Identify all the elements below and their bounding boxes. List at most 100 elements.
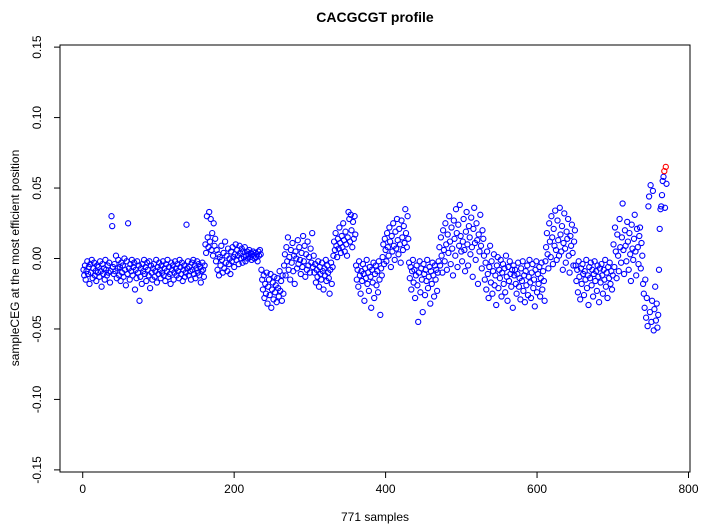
data-point [301, 242, 308, 249]
data-point [82, 276, 89, 283]
data-point [371, 294, 378, 302]
data-point [541, 297, 548, 304]
data-point [421, 291, 429, 299]
data-point [133, 275, 140, 282]
data-point [587, 259, 594, 266]
data-point [608, 286, 616, 293]
data-point [658, 203, 665, 210]
data-point [583, 256, 590, 264]
data-point [231, 263, 238, 271]
data-point [190, 256, 197, 264]
data-point [446, 213, 453, 220]
data-point [530, 276, 538, 283]
data-point [568, 221, 576, 228]
data-point [198, 268, 205, 275]
data-point [535, 280, 542, 288]
data-point [502, 252, 510, 259]
data-point [279, 272, 286, 279]
data-point [633, 272, 640, 279]
x-axis-label: 771 samples [340, 510, 410, 524]
x-tick-label: 600 [527, 482, 547, 496]
data-point [405, 235, 412, 242]
data-point [570, 262, 577, 269]
data-point [550, 225, 557, 233]
data-point [207, 215, 214, 223]
data-point [645, 193, 653, 200]
data-point [209, 229, 216, 237]
data-point [627, 277, 635, 285]
data-point [647, 182, 654, 189]
data-point [517, 296, 524, 303]
data-point [395, 251, 402, 258]
data-point [436, 262, 444, 269]
data-point [562, 259, 569, 266]
data-point [533, 289, 541, 296]
data-point [386, 238, 394, 245]
data-point [408, 286, 415, 293]
data-point [424, 256, 431, 264]
data-point [577, 296, 584, 303]
data-point [625, 266, 632, 273]
data-point [363, 256, 370, 264]
data-point [296, 244, 303, 251]
data-point [292, 248, 299, 255]
data-point [624, 238, 632, 245]
data-point [440, 246, 448, 254]
data-point [460, 215, 467, 223]
data-point [569, 249, 576, 257]
data-point [658, 191, 666, 199]
data-point [328, 280, 335, 288]
data-point [489, 290, 496, 297]
data-point [620, 270, 628, 278]
x-tick-label: 0 [79, 482, 86, 496]
data-point [630, 256, 637, 264]
data-point [464, 262, 472, 269]
data-point [533, 258, 540, 265]
data-point [258, 266, 265, 273]
data-point [447, 260, 454, 268]
data-point [397, 259, 404, 266]
data-point [546, 220, 553, 227]
data-point [415, 318, 422, 326]
data-point [524, 262, 531, 269]
data-point [493, 301, 500, 309]
data-point [413, 262, 420, 269]
data-point [259, 286, 267, 293]
data-point [232, 241, 239, 248]
data-point [427, 300, 434, 307]
data-point [636, 224, 644, 231]
data-point [530, 284, 537, 292]
data-point [517, 265, 525, 272]
data-point [322, 256, 329, 264]
data-point [548, 213, 555, 220]
data-point [406, 275, 413, 282]
data-point [364, 280, 371, 288]
data-point [200, 273, 208, 280]
data-point [470, 225, 477, 233]
data-point [485, 294, 492, 302]
data-point [162, 277, 169, 285]
data-point [618, 234, 626, 241]
data-point [264, 300, 271, 307]
data-point [614, 231, 621, 238]
data-point [167, 280, 174, 288]
data-point [462, 228, 470, 235]
data-point [210, 220, 217, 227]
data-point [268, 304, 275, 311]
data-point [304, 238, 311, 245]
data-point [98, 283, 105, 290]
data-point [558, 222, 566, 230]
data-point [419, 308, 426, 316]
data-point [616, 215, 623, 223]
data-point [276, 268, 283, 275]
data-point [459, 238, 466, 245]
data-point [307, 245, 314, 252]
data-point [539, 286, 546, 293]
data-point [656, 225, 663, 233]
data-point [606, 259, 613, 266]
data-point [480, 252, 488, 259]
data-point [352, 231, 359, 238]
data-point [108, 213, 115, 220]
data-point [581, 268, 588, 275]
data-point [626, 229, 633, 237]
